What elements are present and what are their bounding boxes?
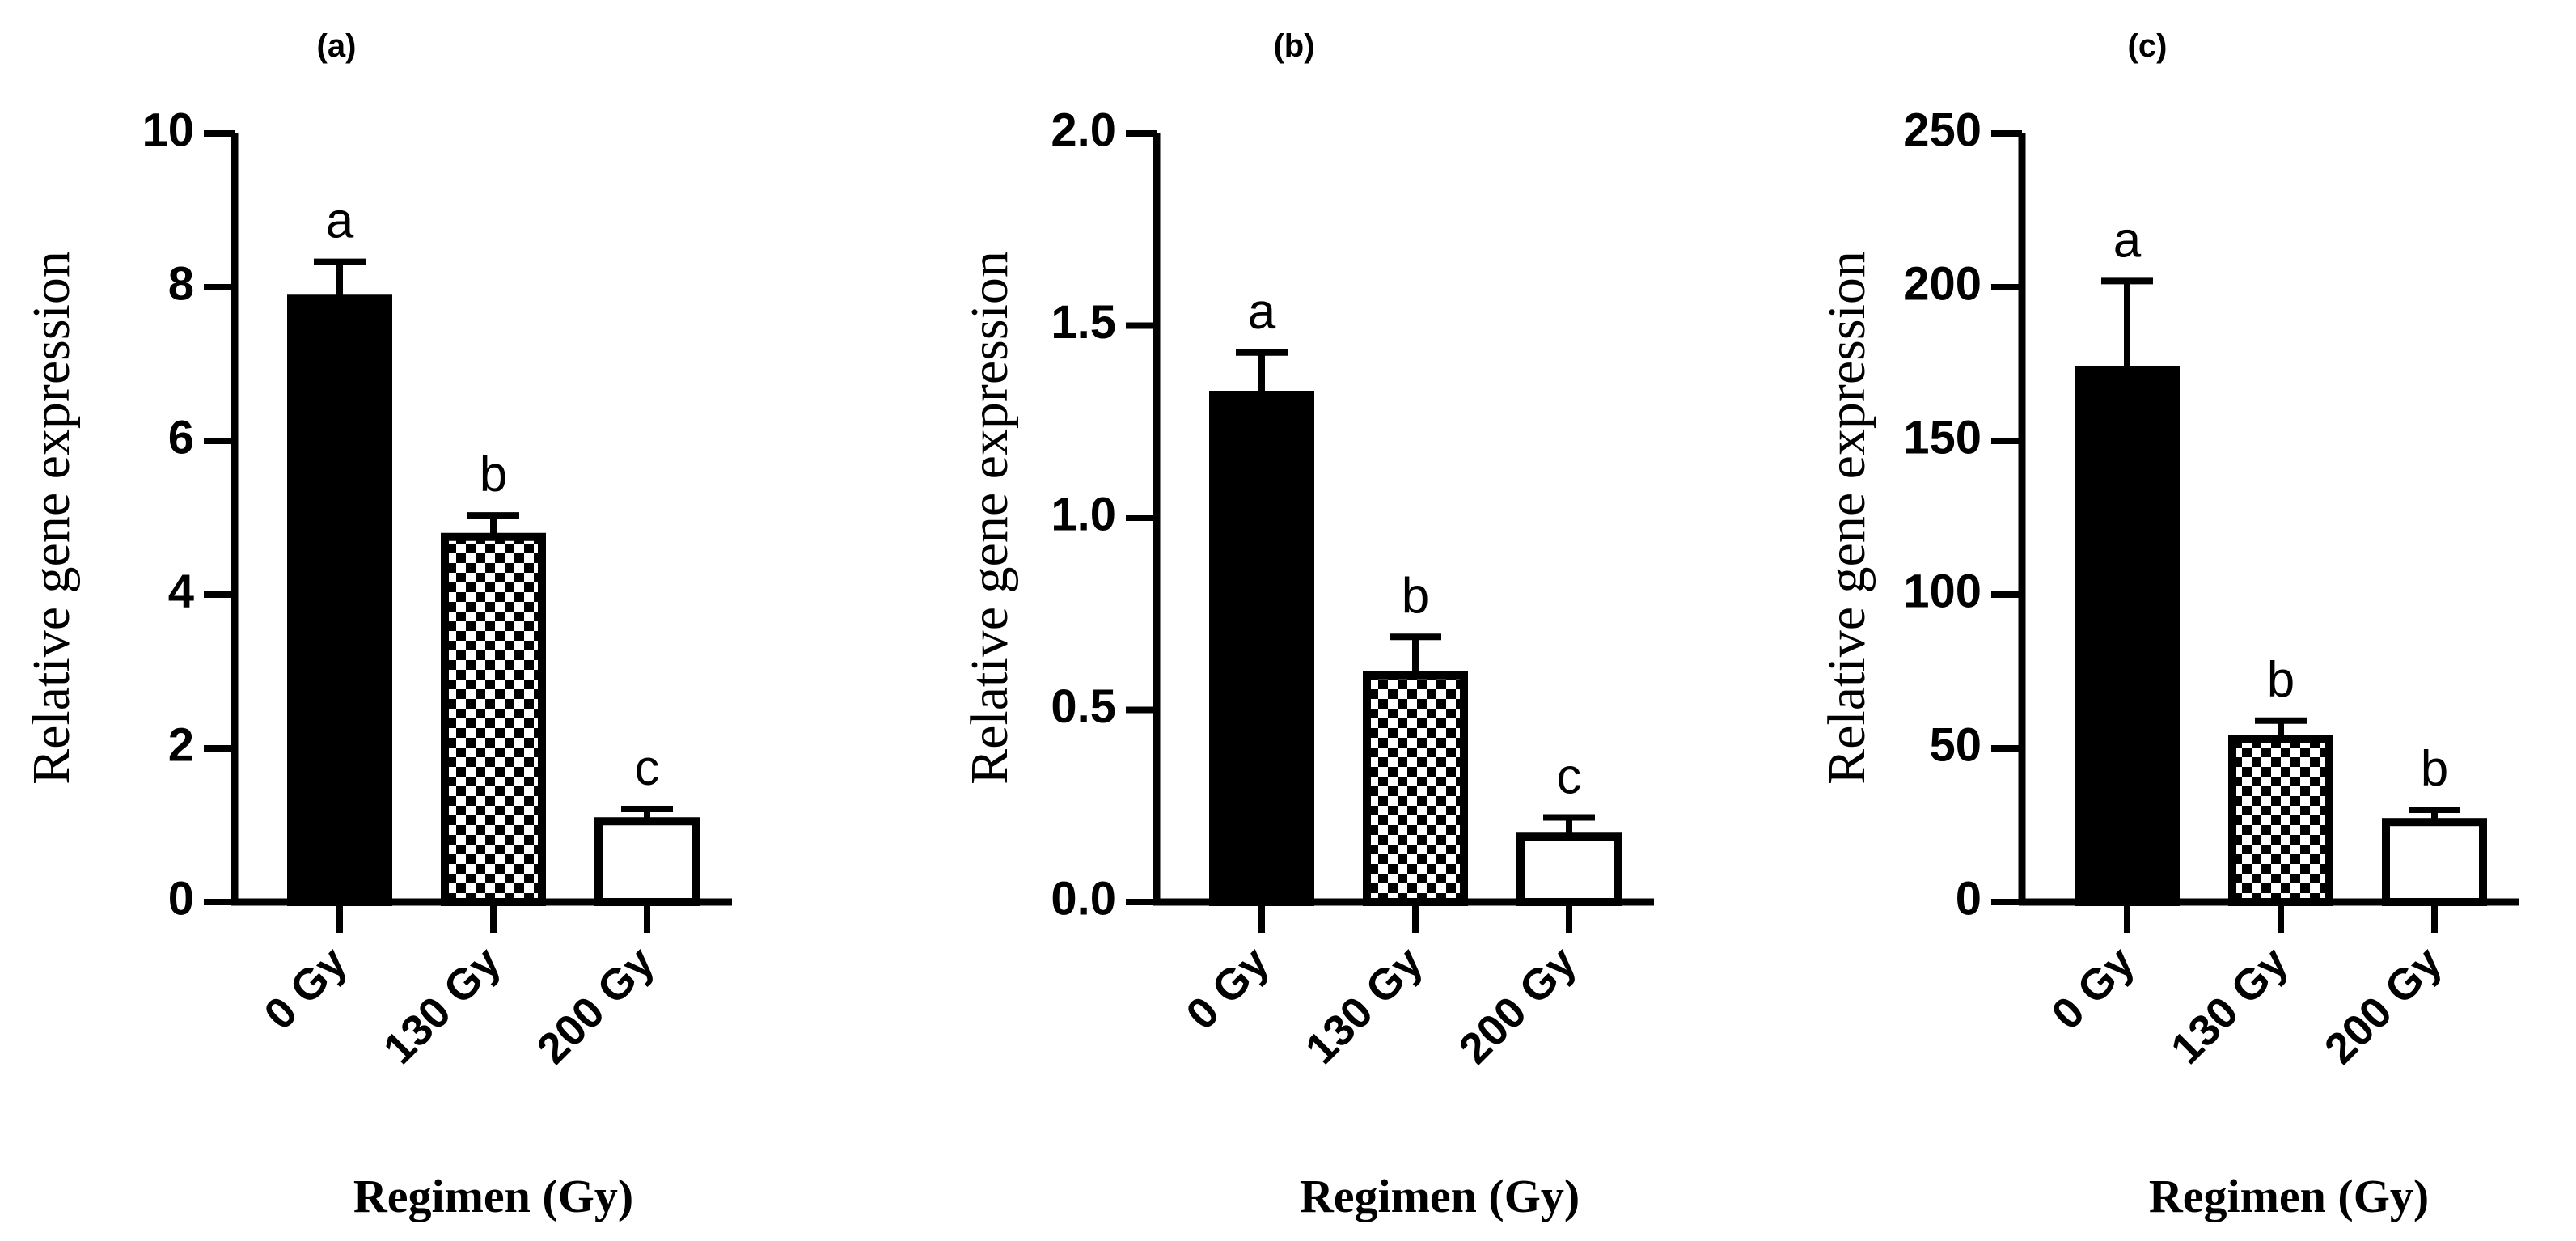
x-tick-label: 200 Gy: [528, 938, 664, 1074]
x-tick-label: 0 Gy: [1177, 938, 1278, 1039]
y-tick-label: 100: [1903, 565, 1982, 617]
panel-label: (c): [2128, 28, 2168, 64]
y-tick-label: 0.0: [1051, 872, 1116, 925]
y-tick-label: 0.5: [1051, 680, 1116, 733]
bar-0-gy: [1209, 391, 1314, 906]
y-tick-label: 4: [168, 565, 194, 617]
y-tick-label: 200: [1903, 257, 1982, 310]
x-tick-label: 200 Gy: [2316, 938, 2451, 1074]
significance-label: b: [1402, 568, 1429, 624]
significance-label: b: [480, 447, 507, 502]
significance-label: c: [635, 740, 660, 796]
x-tick-label: 0 Gy: [2042, 938, 2143, 1039]
bar-130-gy: [1363, 671, 1468, 906]
y-tick-label: 50: [1929, 718, 1982, 771]
chart-panel-a: (a) Relative gene expression a 0 Gy b 130 Gy c…: [22, 28, 732, 1222]
x-tick-label: 130 Gy: [1296, 938, 1432, 1074]
panel-label: (b): [1273, 28, 1314, 64]
significance-label: a: [326, 193, 354, 249]
x-tick-label: 0 Gy: [255, 938, 356, 1039]
y-axis-label: Relative gene expression: [1817, 251, 1876, 785]
y-tick-label: 6: [168, 411, 194, 464]
y-tick-label: 1.0: [1051, 488, 1116, 540]
y-axis-label: Relative gene expression: [22, 251, 81, 785]
y-tick-label: 2.0: [1051, 104, 1116, 156]
y-tick-label: 8: [168, 257, 194, 310]
chart-panel-b: (b) Relative gene expression a 0 Gy b 130 Gy c…: [960, 28, 1654, 1222]
y-axis-label: Relative gene expression: [960, 251, 1019, 785]
x-axis-label: Regimen (Gy): [353, 1170, 633, 1222]
chart-panel-c: (c) Relative gene expression a 0 Gy b 130 Gy b…: [1817, 28, 2519, 1222]
bar-200-gy: [1516, 832, 1622, 906]
panels: (a) Relative gene expression a 0 Gy b 130 Gy c…: [22, 28, 2519, 1222]
significance-label: a: [1248, 284, 1276, 340]
bar-0-gy: [2075, 366, 2180, 907]
y-tick-label: 250: [1903, 104, 1982, 156]
y-tick-label: 1.5: [1051, 296, 1116, 349]
y-tick-label: 150: [1903, 411, 1982, 464]
y-tick-label: 2: [168, 718, 194, 771]
significance-label: a: [2113, 212, 2142, 268]
bar-130-gy: [2228, 735, 2333, 906]
bar-200-gy: [594, 817, 700, 906]
y-tick-label: 10: [142, 104, 194, 156]
significance-label: b: [2267, 652, 2295, 708]
x-tick-label: 130 Gy: [374, 938, 510, 1074]
x-tick-label: 200 Gy: [1450, 938, 1586, 1074]
bar-200-gy: [2382, 818, 2487, 907]
significance-label: c: [1557, 749, 1582, 805]
x-axis-label: Regimen (Gy): [2149, 1170, 2429, 1222]
x-tick-label: 130 Gy: [2162, 938, 2298, 1074]
y-tick-label: 0: [168, 872, 194, 925]
bar-130-gy: [441, 532, 546, 906]
x-axis-label: Regimen (Gy): [1300, 1170, 1580, 1222]
panel-label: (a): [317, 28, 357, 64]
bar-0-gy: [287, 294, 392, 906]
y-tick-label: 0: [1956, 872, 1982, 925]
significance-label: b: [2421, 741, 2448, 797]
